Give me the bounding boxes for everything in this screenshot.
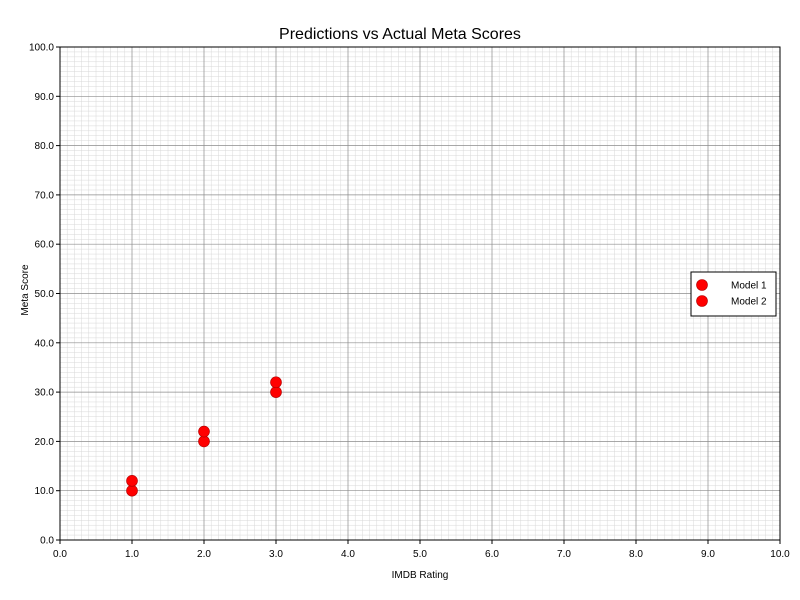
- legend: Model 1 Model 2: [690, 271, 777, 317]
- legend-label: Model 2: [731, 297, 767, 308]
- y-tick-label: 80.0: [35, 141, 55, 152]
- chart-title: Predictions vs Actual Meta Scores: [279, 26, 521, 43]
- x-tick-label: 7.0: [557, 549, 571, 560]
- y-axis-ticks: 0.0 10.0 20.0 30.0 40.0 50.0 60.0 70.0 80.0 90.0 1…: [29, 43, 60, 547]
- x-axis-ticks: 0.0 1.0 2.0 3.0 4.0 5.0 6.0 7.0 8.0 9.0 10.0: [53, 540, 790, 560]
- y-tick-label: 30.0: [35, 388, 55, 399]
- y-tick-label: 70.0: [35, 190, 55, 201]
- x-tick-label: 5.0: [413, 549, 427, 560]
- x-tick-label: 8.0: [629, 549, 643, 560]
- x-tick-label: 9.0: [701, 549, 715, 560]
- data-point-series-2: [198, 425, 210, 438]
- data-point-series-1: [198, 435, 210, 448]
- y-tick-label: 0.0: [40, 536, 54, 547]
- x-tick-label: 1.0: [125, 549, 139, 560]
- data-point-series-2: [270, 376, 282, 389]
- x-tick-label: 6.0: [485, 549, 499, 560]
- y-tick-label: 50.0: [35, 289, 55, 300]
- y-tick-label: 100.0: [29, 43, 54, 54]
- legend-label: Model 1: [731, 281, 767, 292]
- x-tick-label: 10.0: [770, 549, 790, 560]
- major-grid: [59, 46, 781, 541]
- legend-marker: [696, 279, 708, 291]
- data-point-series-2: [126, 475, 138, 487]
- y-tick-label: 90.0: [35, 92, 55, 103]
- y-axis-label: Meta Score: [20, 264, 31, 316]
- x-tick-label: 2.0: [197, 549, 211, 560]
- y-tick-label: 20.0: [35, 437, 55, 448]
- y-tick-label: 60.0: [35, 240, 55, 251]
- legend-box: [690, 271, 777, 317]
- x-tick-label: 4.0: [341, 549, 355, 560]
- legend-marker: [696, 295, 708, 307]
- data-points: [126, 376, 282, 497]
- data-point-series-1: [270, 386, 282, 398]
- data-point-series-1: [126, 484, 138, 497]
- x-axis-label: IMDB Rating: [392, 570, 449, 581]
- y-tick-label: 40.0: [35, 338, 55, 349]
- x-tick-label: 3.0: [269, 549, 283, 560]
- x-tick-label: 0.0: [53, 549, 67, 560]
- y-tick-label: 10.0: [35, 486, 55, 497]
